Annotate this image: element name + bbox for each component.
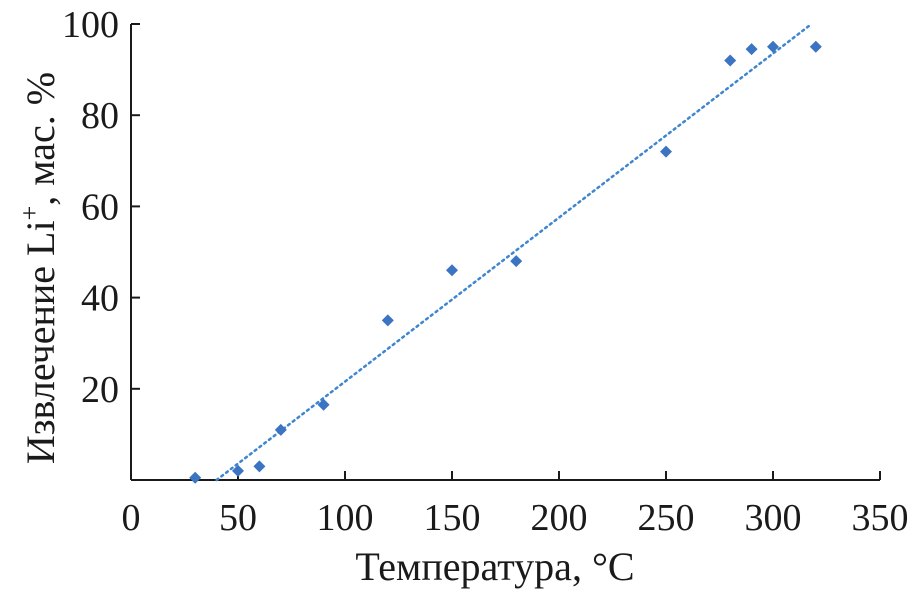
x-axis-label: Температура, °C [355, 544, 634, 589]
y-axis-label-tail: , мас. % [18, 72, 63, 206]
y-ticks: 20 40 60 80 100 [62, 4, 140, 411]
data-point [317, 398, 330, 411]
x-tick-label: 50 [219, 497, 257, 539]
data-point [274, 423, 287, 436]
x-ticks: 0 50 100 150 200 250 300 350 [122, 471, 909, 539]
x-tick-label: 250 [638, 497, 695, 539]
x-tick-label: 200 [531, 497, 588, 539]
data-point [189, 471, 202, 484]
trendline-group [215, 22, 813, 482]
y-axis-label-main: Извлечение Li [18, 220, 63, 464]
y-tick-label: 40 [81, 278, 119, 320]
data-point [767, 40, 779, 53]
data-point [724, 54, 737, 67]
y-tick-label: 100 [62, 4, 119, 46]
trendline [215, 22, 813, 482]
y-axis-label-sup: + [15, 206, 44, 221]
data-point [745, 43, 758, 56]
x-tick-label: 100 [317, 497, 374, 539]
data-point [510, 255, 523, 268]
data-point [446, 264, 458, 277]
data-point [809, 40, 822, 53]
data-point [232, 464, 244, 477]
axes [130, 24, 880, 481]
x-tick-label: 300 [745, 497, 802, 539]
data-point [660, 145, 672, 158]
y-tick-label: 80 [81, 95, 119, 137]
x-tick-label: 0 [122, 497, 141, 539]
x-tick-label: 150 [424, 497, 481, 539]
y-tick-label: 60 [81, 186, 119, 228]
x-tick-label: 350 [852, 497, 909, 539]
y-tick-label: 20 [81, 369, 119, 411]
data-points [189, 40, 822, 484]
data-point [253, 460, 266, 473]
data-point [381, 314, 394, 327]
y-axis-label: Извлечение Li+, мас. % [15, 72, 63, 464]
